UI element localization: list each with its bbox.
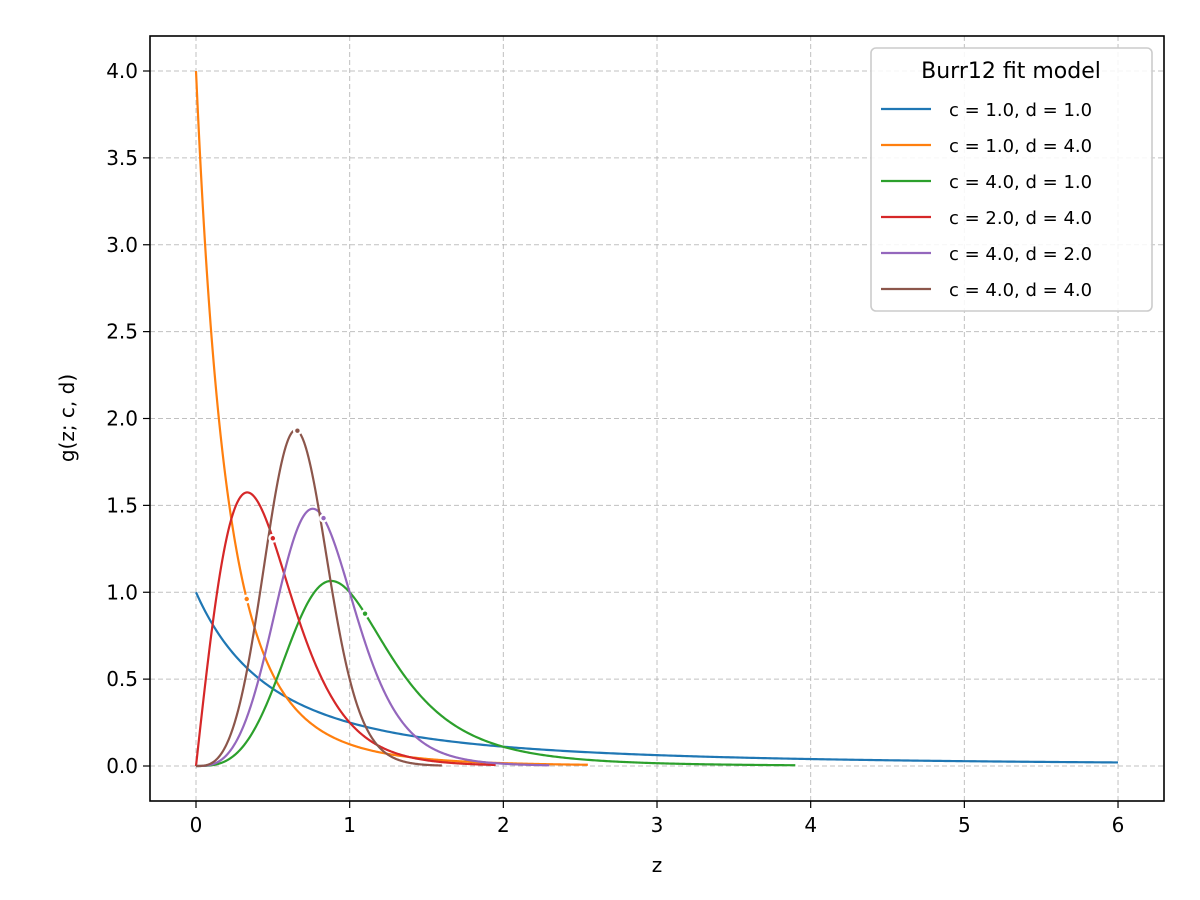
legend-label-0: c = 1.0, d = 1.0	[949, 100, 1092, 121]
legend-label-2: c = 4.0, d = 1.0	[949, 172, 1092, 193]
x-tick-label: 2	[497, 813, 510, 837]
series-curve-4	[195, 507, 550, 768]
legend-label-1: c = 1.0, d = 4.0	[949, 136, 1092, 157]
plot-curves	[194, 70, 1119, 768]
series-curve-5	[195, 429, 443, 768]
x-tick-label: 3	[651, 813, 664, 837]
y-tick-label: 1.5	[106, 493, 138, 517]
legend-items: c = 1.0, d = 1.0 c = 1.0, d = 4.0 c = 4.0,…	[881, 100, 1092, 301]
series-curve-2	[196, 579, 796, 768]
marker-dot	[270, 536, 276, 541]
axis-ticks: 0 1 2 3 4 5 6 0.0 0.5 1.0 1.5 2.0 2.5 3.0 3.5 4.0	[106, 59, 1124, 837]
y-tick-label: 0.0	[106, 754, 138, 778]
legend-label-3: c = 2.0, d = 4.0	[949, 208, 1092, 229]
y-tick-label: 2.0	[106, 407, 138, 431]
legend-label-5: c = 4.0, d = 4.0	[949, 280, 1092, 301]
legend-title: Burr12 fit model	[921, 59, 1101, 84]
y-tick-label: 4.0	[106, 59, 138, 83]
marker-dot	[321, 515, 326, 521]
marker-dot	[244, 596, 249, 602]
legend-label-4: c = 4.0, d = 2.0	[949, 244, 1092, 265]
plot-frame	[149, 35, 1165, 802]
legend: Burr12 fit model c = 1.0, d = 1.0c = 1.0…	[870, 47, 1153, 312]
y-tick-label: 3.0	[106, 233, 138, 257]
marker-dot	[362, 611, 368, 616]
legend-box	[870, 47, 1153, 312]
x-tick-label: 0	[190, 813, 203, 837]
y-tick-label: 0.5	[106, 667, 138, 691]
y-tick-label: 1.0	[106, 580, 138, 604]
y-axis-label: g(z; c, d)	[55, 374, 79, 462]
series-curve-3	[194, 491, 497, 767]
y-tick-label: 2.5	[106, 320, 138, 344]
x-tick-label: 4	[804, 813, 817, 837]
y-tick-label: 3.5	[106, 146, 138, 170]
x-tick-label: 5	[958, 813, 971, 837]
x-tick-label: 6	[1112, 813, 1125, 837]
x-tick-label: 1	[343, 813, 356, 837]
marker-dot	[295, 428, 300, 433]
x-axis-label: z	[652, 853, 663, 877]
